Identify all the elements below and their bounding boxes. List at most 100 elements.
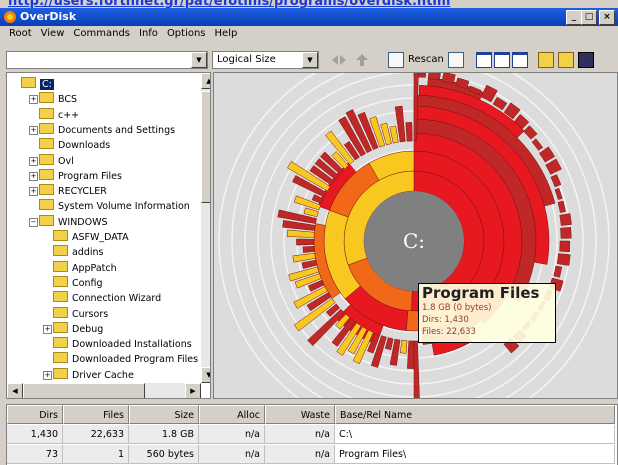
menu-item[interactable]: View [40,28,65,39]
sunburst-segment [336,322,362,356]
center-label: C: [403,229,425,253]
toolbar-button[interactable] [448,52,464,68]
save-button[interactable] [578,52,594,68]
rescan-button[interactable]: Rescan [408,54,444,65]
scroll-right[interactable]: ▶ [185,383,201,398]
sunburst-segment [394,105,406,143]
menu-item[interactable]: Root [9,28,32,39]
tree-item[interactable]: Program Files [39,168,122,183]
tree-item[interactable]: C: [21,77,54,91]
horizontal-scrollbar[interactable]: ◀ ▶ [7,383,201,398]
tooltip: Program Files 1.8 GB (0 bytes) Dirs: 1,43… [418,283,556,343]
sunburst-segment [554,187,563,200]
column-header[interactable]: Size [129,405,199,424]
sunburst-segment [325,303,341,317]
expand-button[interactable]: + [29,95,38,105]
column-header[interactable]: Alloc [199,405,265,424]
scroll-thumb[interactable] [23,383,145,398]
sunburst-segment [277,209,317,224]
folder-icon [21,77,36,88]
column-header[interactable]: Dirs [7,405,63,424]
scroll-left[interactable]: ◀ [7,383,23,398]
folder-icon [53,367,68,379]
sunburst-segment [303,207,319,218]
table-cell: n/a [265,445,335,464]
close-button[interactable]: × [599,10,615,25]
sunburst-segment [407,340,415,369]
sunburst-segment [367,332,381,354]
sunburst-segment [335,313,351,330]
tree-item[interactable]: AppPatch [53,260,117,275]
tree-item[interactable]: addins [53,245,104,259]
expand-button[interactable]: + [29,171,38,181]
table-cell: 1 [63,445,129,464]
size-mode-combo[interactable]: Logical Size ▼ [212,51,319,69]
tree-item[interactable]: Debug [53,321,104,336]
expand-button[interactable]: + [29,187,38,197]
sunburst-segment [556,253,571,266]
tree-item[interactable]: Cursors [53,306,108,321]
sunburst-segment [492,96,508,111]
vertical-scrollbar[interactable]: ▲ ▼ [201,73,210,383]
sunburst-segment [345,109,373,154]
menu-item[interactable]: Options [166,28,206,39]
rescan-icon[interactable] [388,52,404,68]
sunburst-segment [288,266,320,282]
expand-button[interactable]: + [29,125,38,135]
tree-item[interactable]: BCS [39,92,77,106]
toolbar-button[interactable] [558,52,574,68]
folder-tree: C: BCS + c++ Documents and Settings + Download… [6,72,211,399]
folder-icon [39,138,54,150]
tree-label: System Volume Information [58,201,190,213]
menu-item[interactable]: Commands [73,28,130,39]
toolbar-button[interactable] [512,52,528,68]
menu-item[interactable]: Help [214,28,238,39]
column-header[interactable]: Waste [265,405,335,424]
tree-item[interactable]: c++ [39,107,79,122]
scroll-up[interactable]: ▲ [201,73,210,89]
tree-item[interactable]: RECYCLER [39,184,107,198]
tree-item[interactable]: Connection Wizard [53,291,161,305]
center-disk [364,191,464,291]
minimize-button[interactable]: _ [566,10,582,25]
sunburst-segment [389,338,401,366]
menu-item[interactable]: Info [139,28,158,39]
tree-item[interactable]: ASFW_DATA [53,230,129,244]
expand-button[interactable]: + [43,324,52,334]
nav-buttons[interactable] [322,52,382,68]
folder-icon [39,168,54,180]
tree-item[interactable]: Config [53,275,102,290]
toolbar-button[interactable] [538,52,554,68]
table-cell: Program Files\ [335,445,615,464]
details-table: Dirs Files Size Alloc Waste Base/Rel Name 1,43… [6,404,618,465]
scroll-down[interactable]: ▼ [201,367,210,383]
scroll-thumb[interactable] [201,91,210,203]
tree-item[interactable]: Downloaded Installations [53,337,192,351]
path-combo[interactable]: ▼ [6,51,208,69]
tree-item[interactable]: Documents and Settings [39,122,175,137]
sunburst-segment [307,279,325,292]
column-header[interactable]: Files [63,405,129,424]
toolbar-button[interactable] [494,52,510,68]
tooltip-line: Dirs: 1,430 [422,315,469,325]
tree-item[interactable]: Driver Cache [53,367,134,382]
sunburst-segment [293,298,336,332]
tree-item[interactable]: Ovl [39,153,74,168]
column-header[interactable]: Base/Rel Name [335,405,615,424]
combo-arrow[interactable]: ▼ [191,52,207,68]
tree-item[interactable]: Downloaded Program Files [53,352,198,366]
expand-button[interactable]: + [29,156,38,166]
tree-item[interactable]: System Volume Information [39,199,190,213]
sunburst-segment [331,318,356,347]
link-text[interactable]: http://users.forthnet.gr/pat/efotinis/pr… [8,0,451,9]
tree-item[interactable]: Downloads [39,138,110,152]
folder-icon [53,230,68,241]
combo-arrow[interactable]: ▼ [302,52,318,68]
tree-item[interactable]: WINDOWS [39,214,108,229]
sunburst-chart[interactable]: C: [214,73,617,398]
toolbar-button[interactable] [476,52,492,68]
maximize-button[interactable]: □ [581,10,597,25]
tree-label: Debug [72,323,104,335]
expand-button[interactable]: − [29,217,38,227]
expand-button[interactable]: + [43,370,52,380]
